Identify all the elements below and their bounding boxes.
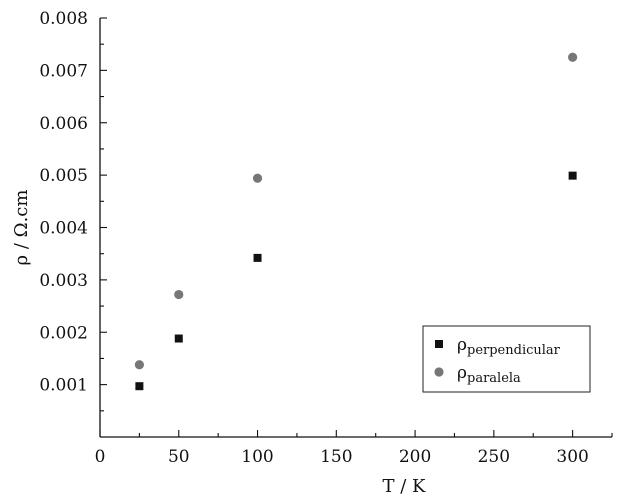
x-tick-label: 0 [95, 447, 106, 467]
legend-marker [434, 367, 444, 377]
y-axis-label: ρ / Ω.cm [11, 190, 32, 266]
y-tick-label: 0.007 [39, 61, 88, 81]
x-tick-label: 150 [320, 447, 352, 467]
data-point-paralela [568, 52, 578, 62]
legend-box [422, 325, 591, 393]
legend-entry: ρperpendicular [457, 335, 561, 358]
data-point-paralela [174, 289, 184, 300]
y-tick-label: 0.004 [39, 219, 88, 239]
data-point-perpendicular [174, 334, 183, 343]
legend: ρperpendicular ρparalela [422, 325, 591, 393]
y-tick-label: 0.001 [39, 376, 88, 396]
data-point-perpendicular [253, 253, 262, 262]
data-point-paralela [134, 360, 144, 370]
legend-marker [435, 340, 443, 348]
y-tick-label: 0.002 [39, 323, 88, 343]
x-tick-label: 50 [168, 447, 190, 467]
x-axis-label: T / K [383, 476, 427, 497]
data-point-perpendicular [568, 171, 577, 180]
legend-entry: ρparalela [457, 363, 521, 386]
x-tick-label: 200 [399, 447, 431, 467]
y-tick-label: 0.005 [39, 166, 88, 186]
x-tick-label: 100 [241, 447, 273, 467]
x-tick-label: 250 [478, 447, 510, 467]
y-axis-ticks: 0.001 0.002 0.003 0.004 0.005 0.006 0.007 0.008 [39, 9, 107, 412]
y-tick-label: 0.006 [39, 114, 88, 134]
data-point-perpendicular [135, 382, 144, 391]
y-tick-label: 0.008 [39, 9, 88, 29]
x-axis-ticks: 0 50 100 150 200 250 300 [95, 430, 613, 467]
data-points [134, 52, 578, 391]
y-tick-label: 0.003 [39, 271, 88, 291]
data-point-paralela [252, 173, 263, 183]
x-tick-label: 300 [556, 447, 588, 467]
